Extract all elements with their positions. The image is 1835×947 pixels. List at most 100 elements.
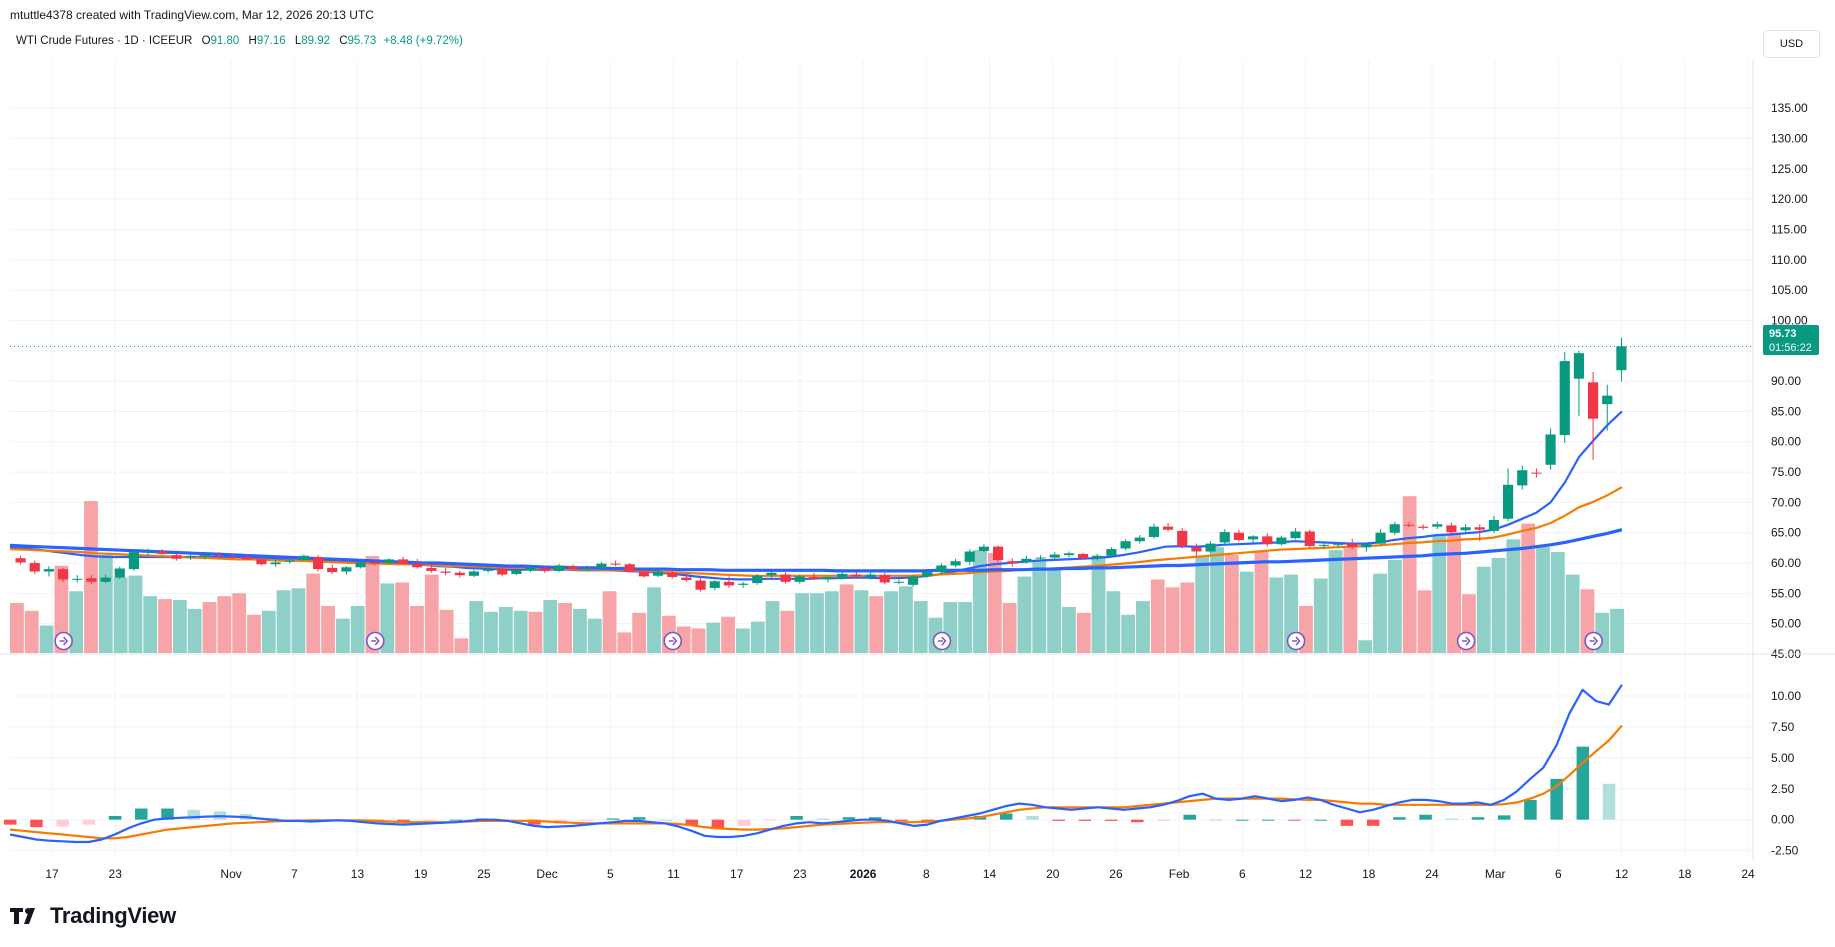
candle[interactable]: [86, 575, 97, 584]
candle[interactable]: [1488, 515, 1499, 534]
event-marker-icon[interactable]: [1286, 631, 1306, 651]
candle[interactable]: [794, 574, 805, 584]
candle[interactable]: [964, 549, 975, 565]
candle[interactable]: [1290, 527, 1301, 540]
candle[interactable]: [752, 573, 763, 585]
candle[interactable]: [1474, 524, 1485, 542]
candle[interactable]: [72, 575, 83, 583]
candle[interactable]: [865, 572, 876, 580]
candle[interactable]: [837, 571, 848, 580]
candle[interactable]: [185, 554, 196, 560]
candle[interactable]: [1517, 465, 1528, 490]
candle[interactable]: [893, 579, 904, 585]
candle[interactable]: [1347, 538, 1358, 550]
candle[interactable]: [1248, 535, 1259, 544]
candle[interactable]: [709, 580, 720, 591]
candle[interactable]: [1233, 529, 1244, 542]
candle[interactable]: [823, 575, 834, 583]
candle[interactable]: [114, 566, 125, 579]
candle[interactable]: [610, 560, 621, 567]
candle[interactable]: [1148, 523, 1159, 539]
candle[interactable]: [1219, 529, 1230, 545]
candle[interactable]: [298, 554, 309, 562]
candle[interactable]: [1007, 558, 1018, 567]
candle[interactable]: [539, 565, 550, 573]
candle[interactable]: [412, 558, 423, 569]
candle[interactable]: [497, 567, 508, 577]
candle[interactable]: [596, 561, 607, 570]
candle[interactable]: [624, 563, 635, 573]
candle[interactable]: [468, 569, 479, 577]
candle[interactable]: [327, 564, 338, 574]
candle[interactable]: [383, 558, 394, 565]
brand-logo[interactable]: TradingView: [10, 903, 176, 929]
candle[interactable]: [143, 548, 154, 556]
event-marker-icon[interactable]: [365, 631, 385, 651]
candle[interactable]: [128, 549, 139, 571]
candle[interactable]: [1078, 552, 1089, 560]
candle[interactable]: [1120, 539, 1131, 551]
candle[interactable]: [256, 556, 267, 566]
candle[interactable]: [511, 569, 522, 576]
candle[interactable]: [1049, 552, 1060, 560]
candle[interactable]: [568, 564, 579, 570]
candle[interactable]: [199, 552, 210, 560]
candle[interactable]: [553, 563, 564, 573]
candle[interactable]: [1418, 524, 1429, 530]
candle[interactable]: [766, 571, 777, 578]
candle[interactable]: [341, 566, 352, 575]
candle[interactable]: [1588, 372, 1599, 460]
event-marker-icon[interactable]: [1584, 631, 1603, 651]
candle[interactable]: [313, 555, 324, 572]
candle[interactable]: [695, 577, 706, 592]
event-marker-icon[interactable]: [54, 631, 73, 651]
candle[interactable]: [270, 560, 281, 567]
symbol-legend[interactable]: WTI Crude Futures · 1D · ICEEUR O91.80 H…: [16, 35, 463, 47]
candle[interactable]: [1446, 522, 1457, 534]
candle[interactable]: [213, 552, 224, 559]
candle[interactable]: [1460, 524, 1471, 533]
candle[interactable]: [1503, 468, 1514, 522]
candle[interactable]: [908, 575, 919, 587]
event-marker-icon[interactable]: [663, 631, 683, 651]
candle[interactable]: [681, 572, 692, 582]
candle[interactable]: [525, 565, 536, 573]
candle[interactable]: [723, 576, 734, 588]
candle[interactable]: [228, 553, 239, 559]
candle[interactable]: [1205, 541, 1216, 554]
candle[interactable]: [242, 553, 253, 560]
candle[interactable]: [1021, 555, 1032, 564]
candle[interactable]: [950, 558, 961, 568]
symbol-name[interactable]: WTI Crude Futures · 1D · ICEEUR: [16, 35, 193, 47]
candle[interactable]: [851, 572, 862, 578]
candle[interactable]: [483, 567, 494, 573]
candle[interactable]: [667, 570, 678, 579]
candle[interactable]: [1573, 350, 1584, 417]
candle[interactable]: [1545, 428, 1556, 470]
candle[interactable]: [100, 574, 111, 584]
candle[interactable]: [29, 560, 40, 574]
candle[interactable]: [582, 565, 593, 572]
candle[interactable]: [1602, 384, 1613, 431]
candle[interactable]: [780, 572, 791, 584]
candle[interactable]: [369, 560, 380, 566]
candle[interactable]: [978, 544, 989, 553]
event-marker-icon[interactable]: [932, 631, 952, 651]
event-marker-icon[interactable]: [1456, 631, 1476, 651]
candle[interactable]: [1333, 541, 1344, 548]
candle[interactable]: [355, 560, 366, 569]
candle[interactable]: [1389, 521, 1400, 536]
candle[interactable]: [1531, 468, 1542, 478]
candle[interactable]: [1361, 543, 1372, 552]
candle[interactable]: [398, 556, 409, 565]
currency-button[interactable]: USD: [1763, 30, 1820, 58]
candle[interactable]: [936, 563, 947, 575]
candle[interactable]: [58, 567, 69, 582]
candle[interactable]: [157, 549, 168, 555]
candle[interactable]: [922, 570, 933, 578]
candle[interactable]: [43, 566, 54, 577]
candle[interactable]: [1134, 535, 1145, 544]
candle[interactable]: [1035, 555, 1046, 562]
candle[interactable]: [1063, 551, 1074, 558]
candle[interactable]: [1191, 543, 1202, 557]
